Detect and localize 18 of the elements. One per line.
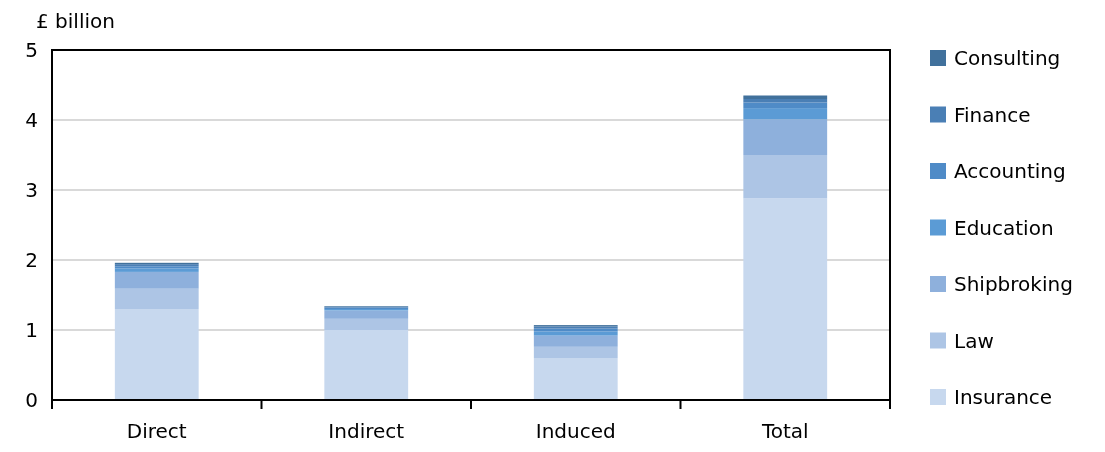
legend-label: Finance <box>954 102 1031 127</box>
x-tick-label: Direct <box>126 419 187 443</box>
legend-label: Insurance <box>954 385 1053 409</box>
y-tick-label: 2 <box>25 248 38 272</box>
legend-label: Education <box>954 215 1054 240</box>
x-tick-label: Induced <box>535 419 616 443</box>
x-tick-label: Indirect <box>328 419 405 443</box>
y-axis-title: £ billion <box>36 9 115 33</box>
y-tick-label: 0 <box>25 388 38 412</box>
legend-label: Accounting <box>954 159 1066 183</box>
legend-label: Consulting <box>954 46 1061 70</box>
legend-label: Shipbroking <box>954 272 1073 296</box>
legend-label: Law <box>954 328 994 353</box>
x-tick-label: Total <box>760 419 809 443</box>
y-tick-label: 4 <box>25 108 38 132</box>
y-tick-label: 1 <box>25 318 38 342</box>
y-tick-label: 5 <box>25 38 38 62</box>
y-tick-label: 3 <box>25 178 38 202</box>
